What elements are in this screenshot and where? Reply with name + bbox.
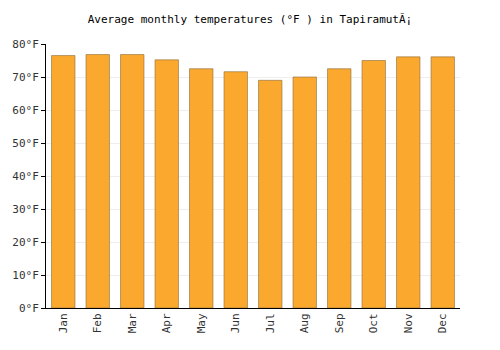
svg-text:50°F: 50°F xyxy=(12,137,39,150)
svg-text:40°F: 40°F xyxy=(12,170,39,183)
svg-text:Average monthly temperatures (: Average monthly temperatures (°F ) in Ta… xyxy=(88,13,413,26)
svg-text:Mar: Mar xyxy=(126,313,139,333)
svg-text:Dec: Dec xyxy=(436,313,449,333)
svg-text:Oct: Oct xyxy=(367,313,380,333)
svg-text:Sep: Sep xyxy=(333,313,346,333)
svg-text:Jun: Jun xyxy=(229,313,242,333)
svg-text:30°F: 30°F xyxy=(12,203,39,216)
svg-text:70°F: 70°F xyxy=(12,71,39,84)
svg-text:20°F: 20°F xyxy=(12,236,39,249)
svg-text:10°F: 10°F xyxy=(12,269,39,282)
svg-text:May: May xyxy=(195,313,208,333)
svg-text:0°F: 0°F xyxy=(19,302,39,315)
svg-text:Feb: Feb xyxy=(91,313,104,333)
svg-text:60°F: 60°F xyxy=(12,104,39,117)
svg-text:Jan: Jan xyxy=(57,313,70,333)
svg-text:80°F: 80°F xyxy=(12,38,39,51)
svg-text:Jul: Jul xyxy=(264,313,277,333)
svg-text:Nov: Nov xyxy=(402,313,415,333)
svg-text:Apr: Apr xyxy=(160,313,173,333)
svg-text:Aug: Aug xyxy=(298,313,311,333)
